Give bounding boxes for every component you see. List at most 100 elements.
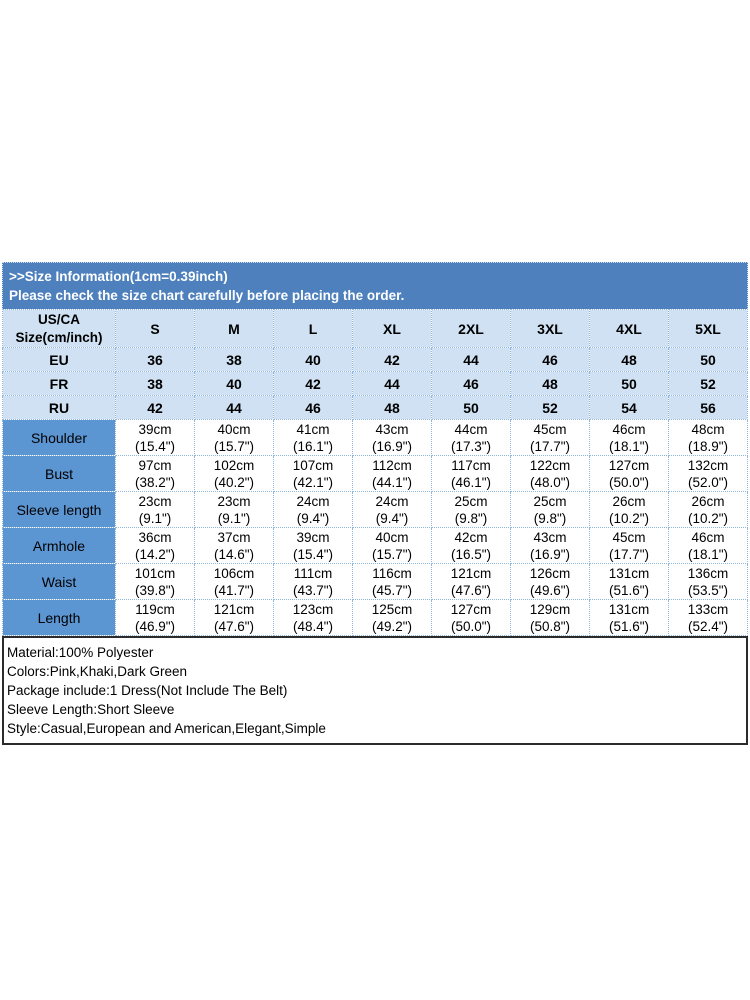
- region-size-value: 46: [431, 371, 511, 396]
- size-column-header: 5XL: [668, 309, 748, 348]
- measurement-value: 39cm (15.4"): [273, 527, 353, 564]
- measurement-value: 107cm (42.1"): [273, 455, 353, 492]
- region-size-value: 42: [115, 395, 195, 420]
- measurement-value: 101cm (39.8"): [115, 563, 195, 600]
- region-label: FR: [2, 371, 116, 396]
- measurement-value: 133cm (52.4"): [668, 599, 748, 636]
- region-size-value: 52: [668, 371, 748, 396]
- measurement-value: 121cm (47.6"): [194, 599, 274, 636]
- measurement-value: 106cm (41.7"): [194, 563, 274, 600]
- region-size-value: 38: [194, 347, 274, 372]
- region-size-value: 56: [668, 395, 748, 420]
- size-info-title: >>Size Information(1cm=0.39inch): [9, 269, 228, 284]
- measurement-row: Length 119cm (46.9") 121cm (47.6") 123cm (48.4…: [2, 599, 748, 636]
- size-column-header: XL: [352, 309, 432, 348]
- measurement-label: Sleeve length: [2, 491, 116, 528]
- measurement-value: 112cm (44.1"): [352, 455, 432, 492]
- region-size-value: 52: [510, 395, 590, 420]
- measurement-label: Bust: [2, 455, 116, 492]
- measurement-value: 40cm (15.7"): [194, 419, 274, 456]
- product-info: Material:100% Polyester Colors:Pink,Khaki…: [2, 636, 748, 745]
- size-column-header: L: [273, 309, 353, 348]
- region-row: RU 42 44 46 48 50 52 54 56: [2, 395, 748, 420]
- region-size-value: 40: [273, 347, 353, 372]
- measurement-value: 125cm (49.2"): [352, 599, 432, 636]
- measurement-value: 97cm (38.2"): [115, 455, 195, 492]
- size-info-subtitle: Please check the size chart carefully be…: [9, 288, 405, 303]
- region-size-value: 48: [589, 347, 669, 372]
- measurement-value: 24cm (9.4"): [273, 491, 353, 528]
- size-column-header: S: [115, 309, 195, 348]
- measurement-value: 136cm (53.5"): [668, 563, 748, 600]
- region-size-value: 36: [115, 347, 195, 372]
- product-info-line: Sleeve Length:Short Sleeve: [7, 702, 175, 717]
- region-size-value: 38: [115, 371, 195, 396]
- region-row: FR 38 40 42 44 46 48 50 52: [2, 371, 748, 396]
- size-info-banner: >>Size Information(1cm=0.39inch) Please …: [2, 262, 748, 309]
- size-table: US/CA Size(cm/inch) S M L XL 2XL 3XL 4XL 5XL EU…: [2, 309, 748, 636]
- measurement-value: 102cm (40.2"): [194, 455, 274, 492]
- measurement-value: 122cm (48.0"): [510, 455, 590, 492]
- measurement-value: 46cm (18.1"): [589, 419, 669, 456]
- measurement-value: 39cm (15.4"): [115, 419, 195, 456]
- measurement-value: 129cm (50.8"): [510, 599, 590, 636]
- measurement-value: 37cm (14.6"): [194, 527, 274, 564]
- size-column-header: M: [194, 309, 274, 348]
- region-label: RU: [2, 395, 116, 420]
- region-size-value: 50: [431, 395, 511, 420]
- measurement-value: 25cm (9.8"): [510, 491, 590, 528]
- measurement-value: 25cm (9.8"): [431, 491, 511, 528]
- size-column-header: 4XL: [589, 309, 669, 348]
- region-size-value: 44: [352, 371, 432, 396]
- measurement-value: 42cm (16.5"): [431, 527, 511, 564]
- region-label: EU: [2, 347, 116, 372]
- region-size-value: 50: [668, 347, 748, 372]
- measurement-value: 131cm (51.6"): [589, 599, 669, 636]
- region-size-value: 46: [273, 395, 353, 420]
- product-info-line: Colors:Pink,Khaki,Dark Green: [7, 664, 188, 679]
- measurement-value: 119cm (46.9"): [115, 599, 195, 636]
- region-size-value: 54: [589, 395, 669, 420]
- measurement-value: 41cm (16.1"): [273, 419, 353, 456]
- size-header-row: US/CA Size(cm/inch) S M L XL 2XL 3XL 4XL 5XL: [2, 309, 748, 348]
- region-size-value: 40: [194, 371, 274, 396]
- measurement-label: Length: [2, 599, 116, 636]
- measurement-label: Waist: [2, 563, 116, 600]
- size-column-header: 3XL: [510, 309, 590, 348]
- product-info-line: Material:100% Polyester: [7, 645, 154, 660]
- measurement-value: 43cm (16.9"): [352, 419, 432, 456]
- measurement-label: Armhole: [2, 527, 116, 564]
- measurement-label: Shoulder: [2, 419, 116, 456]
- measurement-rows: Shoulder 39cm (15.4") 40cm (15.7") 41cm (16.1"…: [2, 419, 748, 636]
- measurement-value: 26cm (10.2"): [589, 491, 669, 528]
- product-info-line: Package include:1 Dress(Not Include The …: [7, 683, 288, 698]
- measurement-value: 24cm (9.4"): [352, 491, 432, 528]
- measurement-row: Sleeve length 23cm (9.1") 23cm (9.1") 24cm (9.…: [2, 491, 748, 528]
- measurement-row: Waist 101cm (39.8") 106cm (41.7") 111cm (43.7"…: [2, 563, 748, 600]
- size-table-corner-header: US/CA Size(cm/inch): [2, 309, 116, 348]
- size-chart-sheet: >>Size Information(1cm=0.39inch) Please …: [2, 262, 748, 745]
- measurement-value: 44cm (17.3"): [431, 419, 511, 456]
- product-info-line: Style:Casual,European and American,Elega…: [7, 721, 326, 736]
- measurement-value: 48cm (18.9"): [668, 419, 748, 456]
- measurement-value: 116cm (45.7"): [352, 563, 432, 600]
- measurement-value: 131cm (51.6"): [589, 563, 669, 600]
- measurement-value: 46cm (18.1"): [668, 527, 748, 564]
- region-rows: EU 36 38 40 42 44 46 48 50 FR 38 40 42 44 46 48 50 52 RU 42…: [2, 347, 748, 420]
- region-size-value: 42: [273, 371, 353, 396]
- measurement-value: 23cm (9.1"): [194, 491, 274, 528]
- region-size-value: 48: [352, 395, 432, 420]
- measurement-value: 132cm (52.0"): [668, 455, 748, 492]
- region-size-value: 42: [352, 347, 432, 372]
- measurement-value: 127cm (50.0"): [431, 599, 511, 636]
- measurement-row: Shoulder 39cm (15.4") 40cm (15.7") 41cm (16.1"…: [2, 419, 748, 456]
- region-size-value: 50: [589, 371, 669, 396]
- measurement-value: 40cm (15.7"): [352, 527, 432, 564]
- measurement-value: 43cm (16.9"): [510, 527, 590, 564]
- measurement-value: 126cm (49.6"): [510, 563, 590, 600]
- size-column-header: 2XL: [431, 309, 511, 348]
- measurement-value: 121cm (47.6"): [431, 563, 511, 600]
- measurement-value: 117cm (46.1"): [431, 455, 511, 492]
- region-size-value: 44: [194, 395, 274, 420]
- measurement-row: Bust 97cm (38.2") 102cm (40.2") 107cm (42.1") 1…: [2, 455, 748, 492]
